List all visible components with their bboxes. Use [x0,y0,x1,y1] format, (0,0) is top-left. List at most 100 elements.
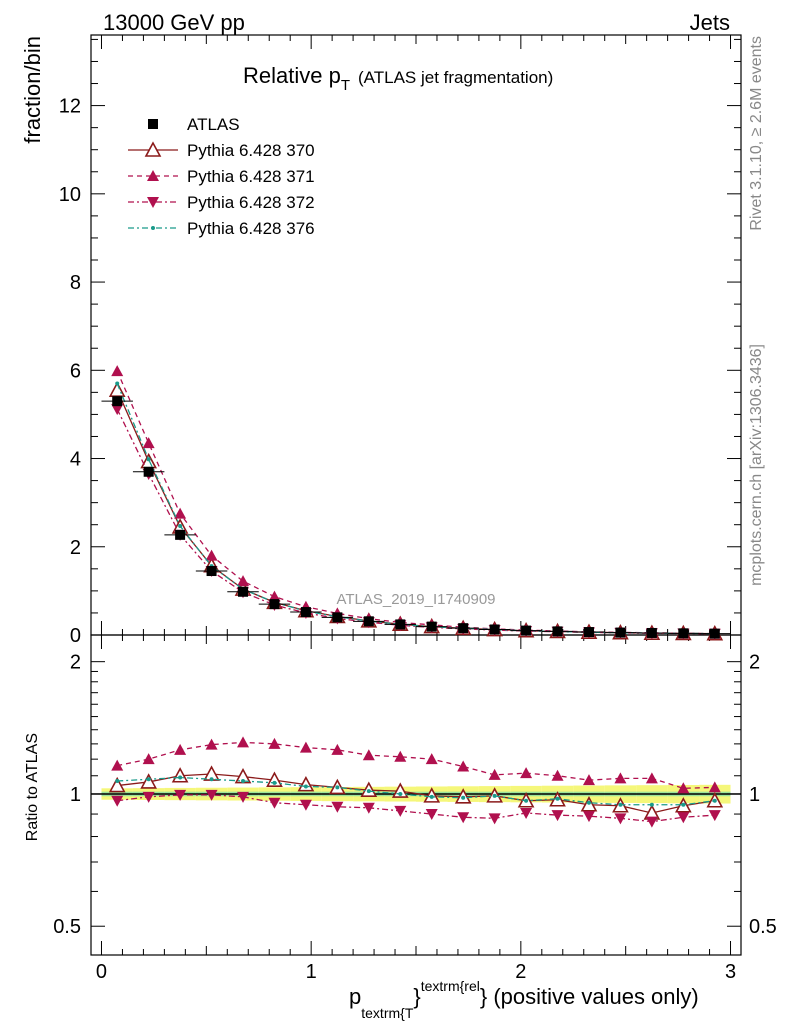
data-point [552,626,563,637]
ratio-marker [268,737,281,749]
ratio-y-axis-title: Ratio to ATLAS [24,733,41,841]
data-point [615,627,626,638]
ratio-marker [146,777,151,782]
series-line-ratio [117,776,715,806]
ratio-marker [429,794,434,799]
ratio-marker [712,798,717,803]
data-point [583,627,594,638]
ratio-marker [268,797,281,809]
ratio-marker [299,741,312,753]
ratio-marker [461,795,466,800]
analysis-watermark: ATLAS_2019_I1740909 [336,591,495,608]
series-marker [115,381,120,386]
x-axis-title: ptextrm{T}textrm{rel} (positive values o… [349,978,699,1021]
data-point [206,566,217,577]
ratio-marker [681,802,686,807]
data-point [646,627,657,638]
ratio-marker [331,743,344,755]
legend-marker [147,170,159,181]
legend-label: Pythia 6.428 371 [187,167,315,186]
ratio-marker [645,816,658,828]
ratio-marker [677,812,690,824]
legend-marker-data [148,119,158,129]
data-point [112,396,123,407]
ratio-marker [142,791,155,803]
chart-title-rest: (ATLAS jet fragmentation) [358,68,553,87]
ratio-marker [520,807,533,819]
x-tick-label: 0 [96,961,107,983]
x-tick-label: 2 [515,961,526,983]
ratio-marker [582,811,595,823]
y-tick-label: 6 [70,360,81,382]
ratio-y-tick-label: 1 [70,784,81,806]
series-marker [146,457,151,462]
ratio-marker [115,779,120,784]
legend-label: Pythia 6.428 376 [187,219,315,238]
data-point [709,628,720,639]
ratio-uncertainty-band [91,784,741,804]
data-point [175,529,186,540]
ratio-y-tick-label-right: 0.5 [749,916,777,938]
ratio-marker [649,802,654,807]
ratio-marker [140,773,158,789]
ratio-marker [394,805,407,817]
ratio-marker [331,801,344,813]
data-point [489,624,500,635]
x-tick-label: 3 [725,961,736,983]
chart-title: Relative pT (ATLAS jet fragmentation) [243,63,553,94]
ratio-marker [586,800,591,805]
series-marker [111,404,124,416]
ratio-y-tick-label: 0.5 [53,916,81,938]
ratio-marker [488,813,501,825]
series-line-ratio [117,773,715,814]
data-point [395,619,406,630]
series-line-ratio [117,741,715,789]
ratio-marker [362,802,375,814]
data-point [332,612,343,623]
data-point [300,607,311,618]
ratio-marker [708,781,721,793]
ratio-marker [551,810,564,822]
series-marker [142,437,155,449]
ratio-marker [645,772,658,784]
ratio-marker [237,736,250,748]
data-point [458,623,469,634]
series-marker [174,507,187,519]
ratio-marker [142,753,155,765]
ratio-marker [205,738,218,750]
data-point [238,586,249,597]
series-marker [205,549,218,561]
ratio-marker [111,759,124,771]
data-point [143,466,154,477]
data-point [269,599,280,610]
legend-marker [147,197,159,208]
ratio-marker [205,789,218,801]
series-marker [178,524,183,529]
y-tick-label: 4 [70,449,81,471]
y-tick-label: 0 [70,625,81,647]
series-marker [111,365,124,377]
legend-marker [144,141,162,157]
ratio-marker [457,760,470,772]
ratio-marker [520,767,533,779]
y-axis-title: fraction/bin [20,36,45,144]
ratio-marker [425,753,438,765]
energy-label: 13000 GeV pp [103,10,245,35]
ratio-marker [362,749,375,761]
x-axis-title-tail: } (positive values only) [480,984,699,1009]
ratio-marker [555,796,560,801]
series-marker [268,590,281,602]
legend-marker [151,226,155,230]
ratio-marker [582,774,595,786]
ratio-marker [614,772,627,784]
ratio-marker [297,775,315,792]
ratio-marker [241,779,246,784]
ratio-marker [303,784,308,789]
ratio-marker [614,813,627,825]
ratio-marker [335,785,340,790]
ratio-marker [398,791,403,796]
data-point [363,616,374,627]
x-axis-title-sub: textrm{T [361,1005,414,1021]
